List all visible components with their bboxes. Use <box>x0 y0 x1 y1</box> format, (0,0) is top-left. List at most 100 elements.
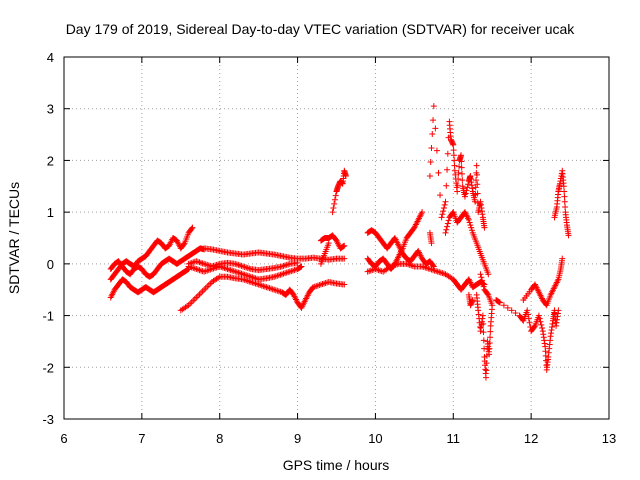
data-point <box>319 281 326 288</box>
data-point <box>378 268 385 275</box>
data-point <box>202 268 209 275</box>
data-point <box>241 263 248 270</box>
data-point <box>535 312 542 319</box>
data-point <box>537 318 544 325</box>
data-point <box>458 158 465 165</box>
data-point <box>423 264 430 271</box>
data-point <box>243 277 250 284</box>
data-point <box>468 227 475 234</box>
data-point <box>226 266 233 273</box>
data-point <box>244 264 251 271</box>
data-point <box>480 320 487 327</box>
data-point <box>562 203 569 210</box>
data-point <box>247 278 254 285</box>
data-point <box>243 264 250 271</box>
data-point <box>258 282 265 289</box>
data-point <box>341 255 348 262</box>
data-point <box>252 280 259 287</box>
data-point <box>282 270 289 277</box>
data-point <box>341 281 348 288</box>
data-point <box>473 162 480 169</box>
data-point <box>483 367 490 374</box>
data-point <box>465 181 472 188</box>
data-point <box>469 297 476 304</box>
data-point <box>252 275 259 282</box>
data-point <box>294 259 301 266</box>
data-point <box>194 266 201 273</box>
y-tick-label: 0 <box>47 257 54 272</box>
data-point <box>332 192 339 199</box>
data-point <box>508 307 515 314</box>
data-point <box>444 150 451 157</box>
data-point <box>322 279 329 286</box>
y-tick-labels: -3 -2 -1 0 1 2 3 4 <box>42 50 54 427</box>
x-tick-label: 11 <box>447 431 461 446</box>
data-point <box>180 241 187 248</box>
data-point <box>512 309 519 316</box>
data-point <box>202 261 209 268</box>
plot-frame <box>63 56 610 420</box>
y-tick-label: 3 <box>47 102 54 117</box>
data-point <box>271 286 278 293</box>
data-point <box>283 269 290 276</box>
data-point <box>204 267 211 274</box>
data-point <box>466 219 473 226</box>
data-point <box>241 271 248 278</box>
data-point <box>289 267 296 274</box>
data-point <box>481 286 488 293</box>
data-point <box>205 262 212 269</box>
data-point <box>366 268 373 275</box>
data-point <box>232 260 239 267</box>
data-point <box>565 232 572 239</box>
data-point <box>439 211 446 218</box>
x-tick-labels: 6 7 8 9 10 11 12 13 <box>60 431 616 446</box>
data-point <box>263 284 270 291</box>
data-point <box>485 271 492 278</box>
data-point <box>247 273 254 280</box>
data-point <box>193 294 200 301</box>
data-point <box>428 145 435 152</box>
data-point <box>406 261 413 268</box>
data-point <box>201 286 208 293</box>
data-point <box>473 171 480 178</box>
data-point <box>196 291 203 298</box>
data-point <box>244 272 251 279</box>
data-point <box>188 225 195 232</box>
data-point <box>274 272 281 279</box>
data-point <box>441 201 448 208</box>
data-point <box>561 198 568 205</box>
data-point <box>560 183 567 190</box>
data-point <box>479 277 486 284</box>
data-point <box>481 224 488 231</box>
data-point <box>442 229 449 236</box>
data-point <box>472 198 479 205</box>
data-point <box>272 273 279 280</box>
data-point <box>254 281 261 288</box>
data-point <box>451 162 458 169</box>
data-point <box>193 266 200 273</box>
data-point <box>367 267 374 274</box>
data-point <box>487 328 494 335</box>
data-point <box>465 216 472 223</box>
data-point <box>261 283 268 290</box>
data-point <box>468 224 475 231</box>
data-point <box>437 192 444 199</box>
x-tick-label: 13 <box>602 431 616 446</box>
data-point <box>454 188 461 195</box>
data-point <box>199 288 206 295</box>
data-point <box>189 224 196 231</box>
data-point <box>297 263 304 270</box>
data-point <box>321 280 328 287</box>
data-point <box>325 240 332 247</box>
data-point <box>443 226 450 233</box>
data-point <box>477 271 484 278</box>
data-point <box>269 286 276 293</box>
data-point <box>188 259 195 266</box>
data-point <box>235 261 242 268</box>
data-point <box>240 276 247 283</box>
data-point <box>467 222 474 229</box>
data-point <box>430 267 437 274</box>
data-point <box>316 282 323 289</box>
data-point <box>190 297 197 304</box>
data-point <box>240 271 247 278</box>
